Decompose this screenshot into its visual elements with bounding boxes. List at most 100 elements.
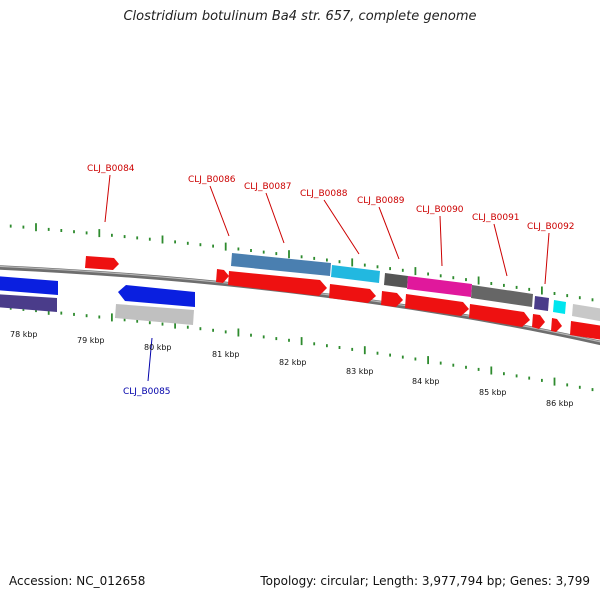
upper-tick-35	[439, 274, 442, 278]
lower-tick-36	[452, 363, 455, 367]
feature-blue-left	[0, 276, 58, 295]
lower-tick-41	[515, 374, 518, 378]
lower-tick-8	[98, 315, 101, 319]
gene-arrow-b0085	[118, 285, 195, 307]
lower-tick-7	[85, 314, 88, 318]
lower-tick-14	[174, 320, 176, 329]
upper-tick-28	[351, 258, 354, 267]
lower-tick-45	[566, 383, 569, 387]
gene-label-8: CLJ_B0092	[527, 222, 575, 232]
gene-arrow-b0090	[405, 294, 469, 316]
lower-tick-13	[161, 322, 164, 326]
leader-line-5	[378, 206, 400, 260]
upper-tick-23	[288, 250, 290, 259]
upper-tick-40	[503, 283, 505, 287]
lower-tick-2	[22, 307, 25, 311]
upper-tick-22	[275, 252, 278, 256]
lower-tick-16	[199, 327, 202, 331]
gene-arrow-b0088	[329, 284, 376, 303]
lower-tick-3	[35, 309, 37, 313]
lower-tick-18	[224, 330, 227, 334]
lower-tick-22	[275, 337, 278, 341]
lower-tick-32	[401, 355, 404, 359]
upper-tick-12	[148, 237, 151, 241]
upper-tick-39	[490, 282, 493, 285]
lower-tick-26	[326, 344, 328, 348]
lower-tick-15	[186, 325, 189, 329]
feature-bar-cds-b0087	[331, 265, 380, 283]
upper-tick-44	[553, 292, 556, 295]
feature-navy-left	[0, 294, 57, 312]
upper-tick-3	[35, 223, 37, 232]
upper-tick-1	[9, 224, 12, 228]
kbp-tick-labels: 78 kbp 79 kbp 80 kbp 81 kbp 82 kbp 83 kbp 84 k…	[10, 330, 574, 408]
reverse-features	[0, 276, 195, 325]
upper-tick-19	[237, 247, 240, 251]
lower-tick-47	[591, 388, 594, 392]
lower-tick-6	[73, 312, 75, 316]
gene-arrow-b0094	[570, 321, 600, 340]
lower-tick-38	[477, 367, 480, 371]
upper-tick-32	[401, 268, 404, 272]
feature-bar-cds-b0094	[572, 304, 600, 322]
leader-line-0	[104, 174, 111, 223]
upper-tick-30	[376, 265, 379, 269]
upper-tick-26	[326, 258, 328, 262]
upper-tick-5	[60, 229, 63, 232]
gene-arrow-b0092b	[551, 318, 562, 332]
upper-tick-27	[338, 260, 341, 264]
gene-label-0: CLJ_B0084	[87, 164, 135, 174]
lower-tick-19	[237, 328, 240, 337]
upper-tick-15	[186, 241, 189, 245]
upper-tick-34	[427, 272, 429, 276]
lower-tick-33	[414, 357, 417, 361]
upper-tick-24	[300, 255, 303, 259]
lower-tick-28	[351, 347, 354, 351]
lower-tick-11	[136, 319, 139, 323]
lower-tick-25	[313, 342, 316, 346]
feature-bar-cds-b0086	[231, 253, 331, 276]
gene-label-4: CLJ_B0088	[300, 189, 348, 199]
leader-line-6	[439, 215, 443, 267]
feature-bar-cds-b0092	[534, 296, 549, 311]
kbp-label-6: 84 kbp	[412, 377, 440, 386]
kbp-label-4: 82 kbp	[279, 358, 307, 367]
lower-tick-12	[148, 321, 151, 325]
upper-tick-33	[414, 267, 417, 276]
kbp-label-5: 83 kbp	[346, 367, 374, 376]
kbp-label-8: 86 kbp	[546, 399, 574, 408]
feature-bar-b0085	[115, 304, 194, 325]
lower-tick-17	[212, 328, 214, 332]
gene-arrow-b0089	[381, 291, 403, 307]
feature-bar-cds-b0089	[384, 273, 408, 288]
lower-tick-35	[439, 361, 442, 365]
lower-tick-23	[288, 338, 290, 342]
gene-label-1: CLJ_B0085	[123, 387, 171, 397]
gene-label-6: CLJ_B0090	[416, 205, 464, 215]
upper-tick-17	[212, 244, 214, 248]
feature-bar-cds-b0093	[553, 300, 566, 314]
leader-line-4	[323, 199, 360, 255]
lower-tick-27	[338, 346, 341, 349]
leader-line-3	[265, 192, 285, 244]
lower-tick-9	[111, 313, 113, 322]
lower-tick-39	[490, 366, 493, 375]
gene-arrow-b0091	[469, 304, 530, 327]
upper-tick-47	[591, 298, 594, 302]
gene-arrow-b0084	[85, 256, 119, 270]
lower-tick-42	[528, 376, 531, 380]
upper-tick-6	[73, 230, 75, 234]
upper-tick-45	[566, 294, 569, 298]
feature-bar-cds-b0090	[407, 276, 472, 297]
upper-tick-13	[161, 235, 164, 244]
upper-tick-46	[578, 296, 581, 300]
genome-backbone-highlight	[0, 265, 600, 343]
lower-tick-10	[123, 318, 126, 322]
upper-tick-41	[515, 285, 518, 289]
feature-bar-cds-b0091	[471, 285, 533, 307]
upper-tick-8	[98, 229, 101, 238]
kbp-label-3: 81 kbp	[212, 350, 240, 359]
leader-line-1	[147, 337, 153, 382]
feature-bars-forward	[231, 253, 600, 322]
leader-line-2	[209, 185, 230, 237]
